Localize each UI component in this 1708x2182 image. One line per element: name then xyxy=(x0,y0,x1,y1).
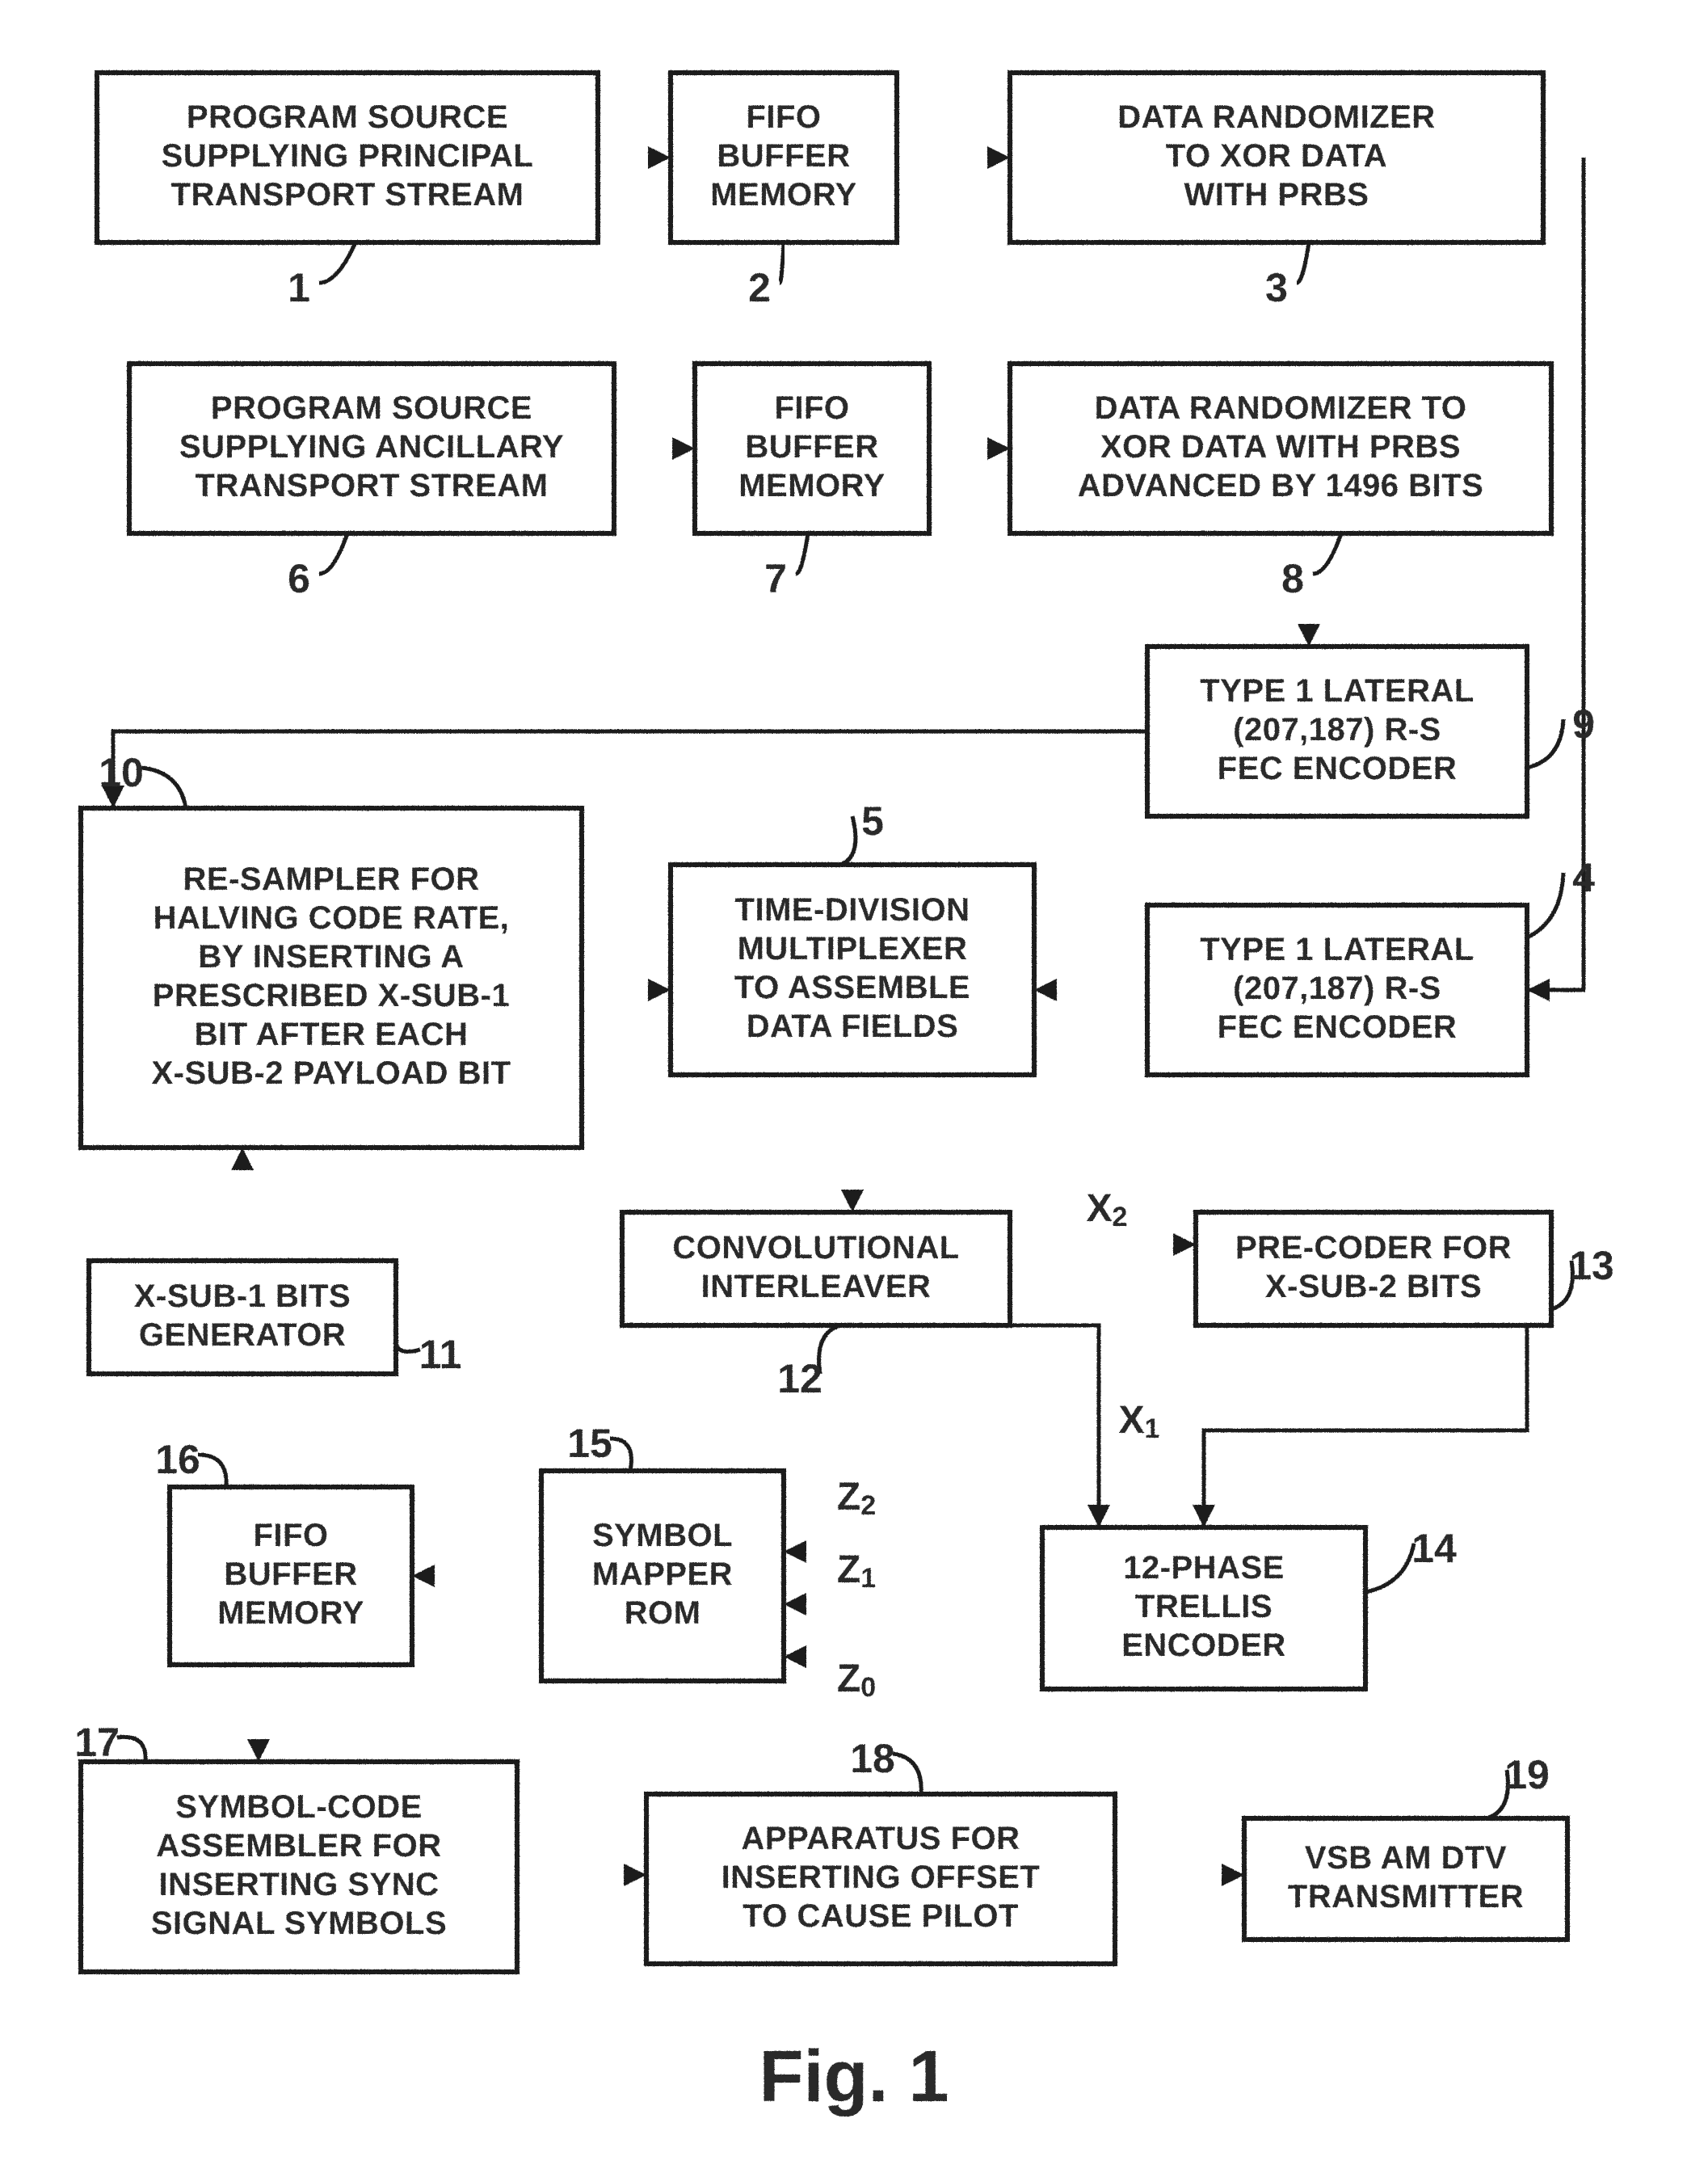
figure-caption: Fig. 1 xyxy=(759,2037,949,2117)
edge-e8 xyxy=(1034,979,1147,1001)
ref-num-4: 4 xyxy=(1572,855,1595,900)
block-n5: TIME-DIVISIONMULTIPLEXERTO ASSEMBLEDATA … xyxy=(671,865,1034,1075)
edge-e13: X1 xyxy=(994,1325,1159,1527)
edge-e4 xyxy=(929,437,1010,460)
block-n14: 12-PHASETRELLISENCODER xyxy=(1042,1527,1365,1689)
ref-15: 15 xyxy=(567,1421,631,1471)
edge-label-e17: Z0 xyxy=(837,1658,876,1704)
ref-13: 13 xyxy=(1551,1243,1614,1309)
edge-e10 xyxy=(231,1148,254,1261)
block-label-n9: TYPE 1 LATERAL(207,187) R-SFEC ENCODER xyxy=(1200,673,1475,786)
ref-2: 2 xyxy=(748,242,784,310)
ref-num-5: 5 xyxy=(861,798,884,844)
ref-num-14: 14 xyxy=(1411,1526,1457,1571)
block-n1: PROGRAM SOURCESUPPLYING PRINCIPALTRANSPO… xyxy=(97,73,598,242)
ref-8: 8 xyxy=(1281,533,1341,601)
ref-18: 18 xyxy=(850,1736,921,1794)
block-n12: CONVOLUTIONALINTERLEAVER xyxy=(622,1212,1010,1325)
edge-e1 xyxy=(598,146,671,169)
ref-num-8: 8 xyxy=(1281,556,1304,601)
block-label-n5: TIME-DIVISIONMULTIPLEXERTO ASSEMBLEDATA … xyxy=(734,892,970,1044)
ref-6: 6 xyxy=(288,533,347,601)
ref-11: 11 xyxy=(395,1332,461,1377)
edge-e15: Z2 xyxy=(784,1476,1042,1563)
ref-16: 16 xyxy=(155,1437,226,1487)
edge-e19 xyxy=(247,1665,270,1762)
block-n9: TYPE 1 LATERAL(207,187) R-SFEC ENCODER xyxy=(1147,647,1527,816)
edge-label-e12: X2 xyxy=(1087,1187,1128,1233)
block-n18: APPARATUS FORINSERTING OFFSETTO CAUSE PI… xyxy=(646,1794,1115,1964)
ref-num-13: 13 xyxy=(1569,1243,1614,1288)
block-label-n6: PROGRAM SOURCESUPPLYING ANCILLARYTRANSPO… xyxy=(179,390,564,503)
ref-num-15: 15 xyxy=(567,1421,612,1466)
block-label-n7: FIFOBUFFERMEMORY xyxy=(738,390,886,503)
block-label-n14: 12-PHASETRELLISENCODER xyxy=(1121,1550,1286,1663)
ref-num-12: 12 xyxy=(777,1356,822,1401)
block-n11: X-SUB-1 BITSGENERATOR xyxy=(89,1261,396,1374)
edge-e12: X2 xyxy=(1010,1187,1196,1256)
block-label-n13: PRE-CODER FORX-SUB-2 BITS xyxy=(1235,1230,1512,1304)
block-n3: DATA RANDOMIZERTO XOR DATAWITH PRBS xyxy=(1010,73,1543,242)
block-label-n15: SYMBOLMAPPERROM xyxy=(592,1518,733,1631)
block-n13: PRE-CODER FORX-SUB-2 BITS xyxy=(1196,1212,1551,1325)
ref-17: 17 xyxy=(74,1720,145,1765)
ref-3: 3 xyxy=(1265,242,1309,310)
ref-num-18: 18 xyxy=(850,1736,895,1781)
edge-label-e13: X1 xyxy=(1119,1399,1160,1445)
edge-label-e16: Z1 xyxy=(837,1548,876,1594)
edge-e16: Z1 xyxy=(784,1548,1042,1615)
block-n19: VSB AM DTVTRANSMITTER xyxy=(1244,1818,1567,1940)
edge-e17: Z0 xyxy=(784,1645,1042,1703)
block-n17: SYMBOL-CODEASSEMBLER FORINSERTING SYNCSI… xyxy=(81,1762,517,1972)
block-label-n11: X-SUB-1 BITSGENERATOR xyxy=(134,1278,351,1353)
edge-e9 xyxy=(582,979,671,1001)
edge-e20 xyxy=(517,1864,646,1886)
edge-e11 xyxy=(841,1075,864,1212)
ref-5: 5 xyxy=(840,798,884,865)
ref-14: 14 xyxy=(1365,1526,1457,1592)
edge-e14 xyxy=(1193,1325,1527,1527)
ref-19: 19 xyxy=(1487,1752,1550,1818)
block-label-n10: RE-SAMPLER FORHALVING CODE RATE,BY INSER… xyxy=(151,861,511,1091)
ref-num-17: 17 xyxy=(74,1720,120,1765)
ref-1: 1 xyxy=(288,242,355,310)
block-n16: FIFOBUFFERMEMORY xyxy=(170,1487,412,1665)
block-label-n16: FIFOBUFFERMEMORY xyxy=(217,1518,364,1631)
ref-num-6: 6 xyxy=(288,556,310,601)
ref-num-9: 9 xyxy=(1572,701,1595,747)
block-n15: SYMBOLMAPPERROM xyxy=(541,1471,784,1681)
block-label-n2: FIFOBUFFERMEMORY xyxy=(710,99,857,213)
edge-e3 xyxy=(614,437,695,460)
block-label-n8: DATA RANDOMIZER TOXOR DATA WITH PRBSADVA… xyxy=(1078,390,1484,503)
ref-num-1: 1 xyxy=(288,265,310,310)
ref-12: 12 xyxy=(777,1325,840,1401)
ref-num-11: 11 xyxy=(419,1332,462,1377)
ref-num-10: 10 xyxy=(99,750,144,795)
ref-7: 7 xyxy=(764,533,808,601)
ref-num-7: 7 xyxy=(764,556,787,601)
block-n4: TYPE 1 LATERAL(207,187) R-SFEC ENCODER xyxy=(1147,905,1527,1075)
ref-num-2: 2 xyxy=(748,265,771,310)
ref-num-3: 3 xyxy=(1265,265,1288,310)
ref-num-16: 16 xyxy=(155,1437,200,1482)
block-n8: DATA RANDOMIZER TOXOR DATA WITH PRBSADVA… xyxy=(1010,364,1551,533)
block-label-n3: DATA RANDOMIZERTO XOR DATAWITH PRBS xyxy=(1117,99,1435,213)
edge-label-e15: Z2 xyxy=(837,1476,876,1522)
block-n6: PROGRAM SOURCESUPPLYING ANCILLARYTRANSPO… xyxy=(129,364,614,533)
block-label-n18: APPARATUS FORINSERTING OFFSETTO CAUSE PI… xyxy=(721,1821,1041,1934)
block-n10: RE-SAMPLER FORHALVING CODE RATE,BY INSER… xyxy=(81,808,582,1148)
block-label-n19: VSB AM DTVTRANSMITTER xyxy=(1288,1840,1524,1915)
block-n7: FIFOBUFFERMEMORY xyxy=(695,364,929,533)
edge-e7 xyxy=(102,731,1147,808)
edge-e18 xyxy=(412,1565,541,1587)
block-label-n1: PROGRAM SOURCESUPPLYING PRINCIPALTRANSPO… xyxy=(162,99,534,213)
block-n2: FIFOBUFFERMEMORY xyxy=(671,73,897,242)
edge-e21 xyxy=(1115,1864,1244,1886)
block-label-n17: SYMBOL-CODEASSEMBLER FORINSERTING SYNCSI… xyxy=(151,1789,447,1941)
ref-num-19: 19 xyxy=(1504,1752,1550,1797)
block-label-n12: CONVOLUTIONALINTERLEAVER xyxy=(672,1230,959,1304)
edge-e2 xyxy=(897,146,1010,169)
block-label-n4: TYPE 1 LATERAL(207,187) R-SFEC ENCODER xyxy=(1200,932,1475,1045)
